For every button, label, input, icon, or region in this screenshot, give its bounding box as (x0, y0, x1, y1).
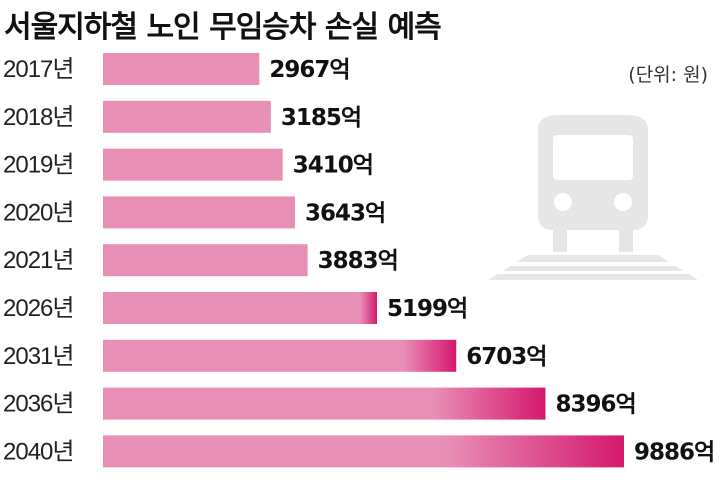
bar-7 (103, 387, 546, 420)
category-label: 2019년 (3, 152, 73, 179)
value-label: 9886억 (634, 439, 714, 465)
value-label: 5199억 (387, 296, 467, 322)
chart-title: 서울지하철 노인 무임승차 손실 예측 (4, 10, 442, 45)
category-label: 2020년 (3, 199, 73, 226)
value-label: 3883억 (318, 248, 398, 274)
category-label: 2036년 (3, 391, 73, 418)
value-label: 3410억 (293, 153, 373, 179)
category-label: 2018년 (3, 104, 73, 131)
bar-6 (103, 339, 457, 372)
bar-2 (103, 148, 283, 181)
bar-8 (103, 435, 624, 468)
category-label: 2040년 (3, 438, 73, 465)
train-icon (488, 115, 698, 280)
category-label: 2021년 (3, 247, 73, 274)
bar-1 (103, 100, 271, 133)
value-label: 3185억 (281, 105, 361, 131)
category-label: 2031년 (3, 343, 73, 370)
value-label: 8396억 (555, 392, 635, 418)
bar-5 (103, 292, 377, 324)
bar-4 (103, 244, 308, 277)
category-label: 2017년 (3, 56, 73, 83)
bar-0 (103, 53, 260, 85)
value-label: 3643억 (305, 200, 385, 226)
unit-note: (단위: 원) (628, 64, 708, 86)
value-label: 6703억 (466, 344, 546, 370)
bar-3 (103, 196, 295, 229)
value-label: 2967억 (269, 57, 349, 83)
category-label: 2026년 (3, 295, 73, 322)
